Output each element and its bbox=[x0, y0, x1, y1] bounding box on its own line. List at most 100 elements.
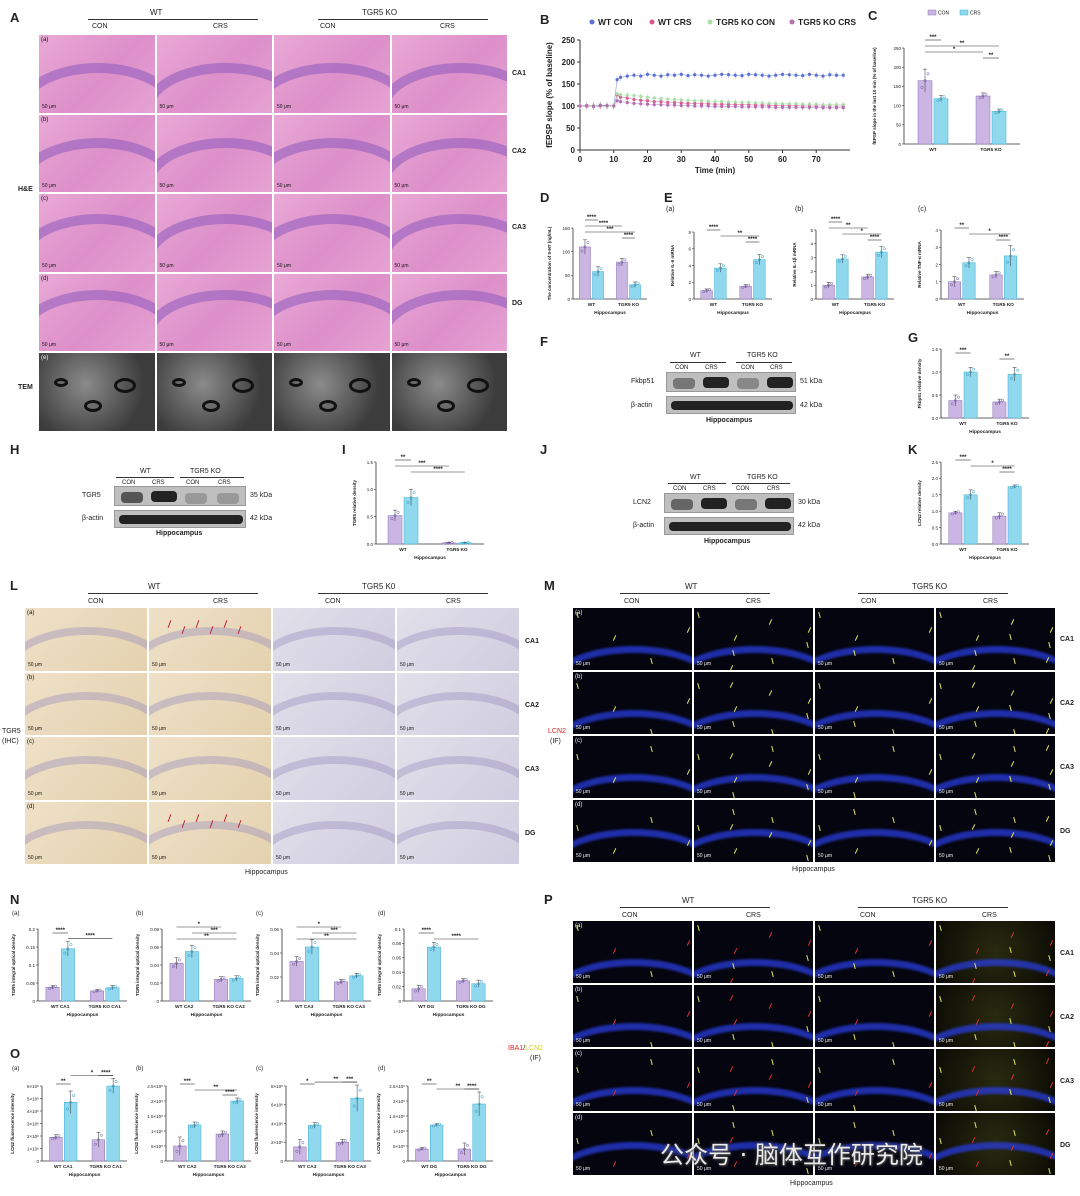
if-side-label-p: IBA1/LCN2 bbox=[508, 1045, 544, 1052]
group-wt: WT bbox=[690, 474, 701, 481]
bar-chart-na: 0 0.05 0.1 0.15 0.2 WT CA1 TGR5 KO CA1 Hippocam… bbox=[11, 911, 127, 1018]
y-tick-label: 1×10⁶ bbox=[27, 1146, 39, 1151]
scale-bar: 50 μm bbox=[400, 790, 414, 797]
bar-chart-c: 0 50 100 150 200 250 WT TGR5 KO fEPSP slope in t… bbox=[872, 9, 1020, 153]
data-point bbox=[313, 941, 317, 945]
blot-actin bbox=[114, 510, 246, 528]
data-point bbox=[702, 290, 706, 294]
nuclear-layer bbox=[936, 774, 1055, 798]
data-point bbox=[632, 93, 636, 98]
data-point bbox=[882, 247, 886, 251]
micrograph-tile: 50 μm bbox=[815, 985, 934, 1047]
arrow-marker bbox=[771, 745, 774, 753]
data-point bbox=[969, 370, 973, 374]
data-point bbox=[412, 491, 416, 495]
bar bbox=[45, 987, 60, 1002]
ihc-side-label: TGR5 bbox=[2, 728, 21, 735]
y-tick-label: 50 bbox=[896, 123, 902, 128]
sig-label: **** bbox=[56, 928, 66, 934]
y-tick-label: 0 bbox=[398, 999, 401, 1004]
arrow-marker bbox=[697, 924, 700, 932]
data-point bbox=[639, 74, 643, 78]
micrograph-tile: 50 μm bbox=[397, 801, 519, 864]
micrograph-tile: 50 μm bbox=[274, 35, 390, 113]
scale-bar: 50 μm bbox=[152, 790, 166, 797]
watermark: 公众号 · 脑体互作研究院 bbox=[660, 1141, 923, 1169]
data-point bbox=[1016, 368, 1020, 372]
region-ca3: CA3 bbox=[1060, 1078, 1075, 1085]
region-ca3: CA3 bbox=[1060, 764, 1075, 771]
y-tick-label: 50 bbox=[566, 124, 575, 133]
myelin-ring bbox=[466, 378, 489, 394]
y-tick-label: 50 bbox=[565, 273, 571, 278]
y-tick-label: 0 bbox=[280, 1159, 283, 1164]
micrograph-tile: 50 μm bbox=[694, 608, 813, 670]
y-axis-label: Fkbp51 relative density bbox=[917, 358, 922, 408]
cell-layer bbox=[273, 756, 395, 800]
data-point bbox=[450, 541, 454, 545]
blot-tgr5 bbox=[114, 486, 246, 506]
legend-label: WT CON bbox=[598, 17, 632, 27]
y-tick-label: 2 bbox=[935, 262, 938, 267]
bar bbox=[992, 515, 1007, 545]
micrograph-tile: 50 μm bbox=[397, 672, 519, 735]
nuclear-layer bbox=[573, 1023, 692, 1047]
data-point bbox=[720, 72, 724, 76]
data-point bbox=[432, 945, 436, 949]
arrow-marker bbox=[1048, 712, 1051, 720]
group-ko: TGR5 KO bbox=[912, 582, 948, 591]
row-label: (b) bbox=[575, 987, 583, 993]
data-point bbox=[459, 1151, 463, 1155]
y-tick-label: 4 bbox=[688, 263, 691, 268]
data-point bbox=[713, 73, 717, 77]
cell-layer bbox=[25, 627, 147, 671]
y-tick-label: 0.06 bbox=[150, 945, 159, 950]
scale-bar: 50 μm bbox=[697, 725, 711, 731]
region-ca3: CA3 bbox=[525, 766, 540, 773]
data-point bbox=[939, 97, 943, 101]
data-point bbox=[705, 289, 709, 293]
lane-crs: CRS bbox=[218, 480, 231, 486]
data-point bbox=[615, 92, 619, 96]
bar bbox=[456, 980, 471, 1002]
scale-bar: 50 μm bbox=[276, 726, 290, 732]
arrow-marker bbox=[1049, 698, 1054, 704]
sub-label: (b) bbox=[136, 1066, 143, 1072]
he-image-grid: (a) 50 μm 50 μm 50 μm 50 μm (b) 50 μm 50 μm 50 μ… bbox=[38, 34, 508, 432]
data-point bbox=[406, 501, 410, 504]
if-side-label-p-2: (IF) bbox=[530, 1055, 541, 1062]
arrow-marker bbox=[732, 1121, 735, 1129]
arrow-marker bbox=[576, 1137, 579, 1145]
arrow-marker bbox=[1045, 816, 1050, 822]
data-point bbox=[463, 541, 467, 545]
data-point bbox=[1000, 108, 1004, 112]
blot-label-fkbp51: Fkbp51 bbox=[631, 378, 655, 385]
micrograph-tile: 50 μm bbox=[397, 737, 519, 800]
x-tick-label: TGR5 KO bbox=[980, 147, 1002, 153]
sub-label: (a) bbox=[12, 1066, 19, 1072]
x-tick-label: WT bbox=[710, 302, 718, 308]
arrow-marker bbox=[729, 995, 734, 1001]
scale-bar: 50 μm bbox=[576, 974, 590, 980]
row-label: (d) bbox=[575, 802, 583, 808]
scale-bar: 50 μm bbox=[277, 183, 291, 190]
blot-region: Hippocampus bbox=[706, 417, 753, 424]
micrograph-tile: 50 μm bbox=[391, 35, 507, 113]
ihc-footer: Hippocampus bbox=[245, 869, 288, 876]
col-con: CON bbox=[624, 598, 640, 605]
data-point bbox=[659, 103, 663, 107]
scale-bar: 50 μm bbox=[394, 262, 409, 269]
sig-label: ** bbox=[846, 223, 851, 229]
arrow-marker bbox=[818, 1066, 821, 1074]
scale-bar: 50 μm bbox=[394, 183, 409, 190]
arrow-marker bbox=[806, 1025, 809, 1033]
micrograph-tile: (e) bbox=[39, 353, 155, 431]
arrow-marker bbox=[853, 808, 856, 816]
micrograph-tile: 50 μm bbox=[391, 114, 507, 193]
data-point bbox=[953, 511, 957, 515]
data-point bbox=[337, 1142, 341, 1146]
data-point bbox=[794, 73, 798, 77]
arrow-marker bbox=[939, 611, 942, 619]
y-tick-label: 0 bbox=[567, 297, 570, 302]
y-tick-label: 0 bbox=[688, 297, 691, 302]
